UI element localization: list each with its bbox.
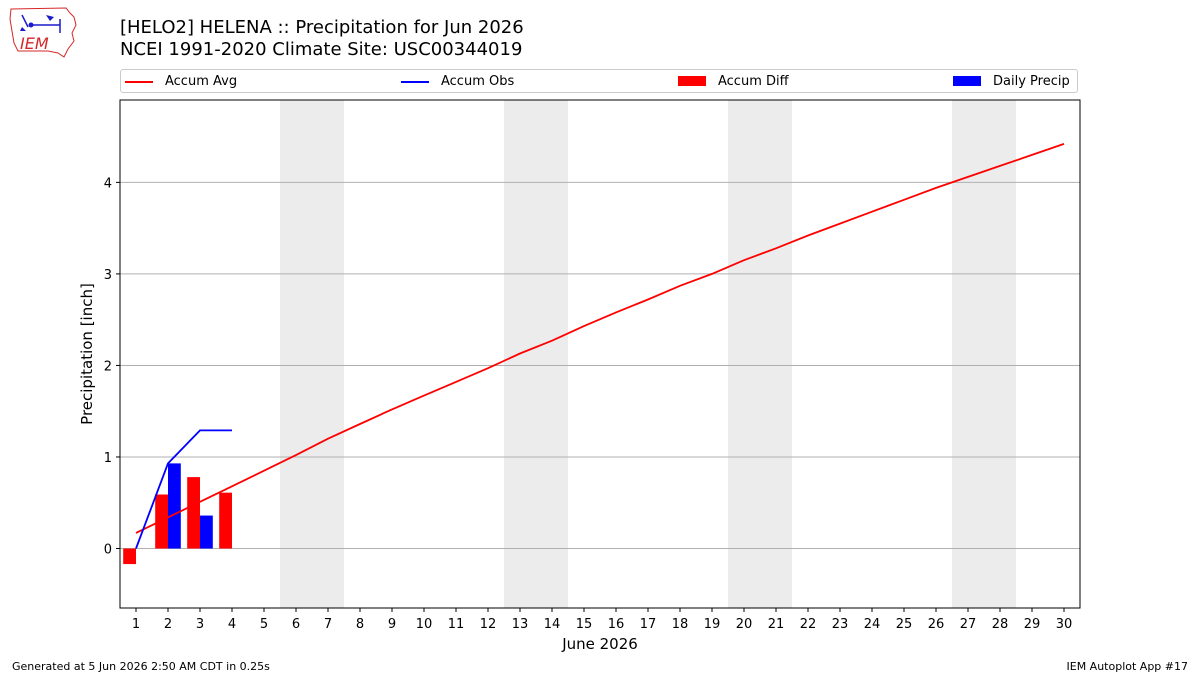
- legend-swatch-accum-diff: [678, 76, 706, 86]
- accum-diff-bar: [219, 492, 232, 549]
- app-credit: IEM Autoplot App #17: [1066, 660, 1189, 673]
- y-tick-label: 1: [104, 451, 112, 466]
- x-tick-label: 26: [928, 617, 945, 632]
- x-tick-label: 5: [260, 617, 268, 632]
- x-tick-label: 11: [448, 617, 465, 632]
- y-tick-label: 0: [104, 543, 112, 558]
- chart-title: [HELO2] HELENA :: Precipitation for Jun …: [120, 17, 524, 38]
- weekend-shade: [952, 100, 1016, 608]
- weekend-shade: [504, 100, 568, 608]
- x-tick-label: 29: [1024, 617, 1041, 632]
- x-tick-label: 1: [132, 617, 140, 632]
- x-tick-label: 25: [896, 617, 913, 632]
- x-tick-label: 12: [480, 617, 497, 632]
- accum-avg-line: [135, 143, 1065, 534]
- iem-logo: IEM: [8, 5, 80, 59]
- x-tick-label: 22: [800, 617, 817, 632]
- accum-diff-bar: [123, 548, 136, 565]
- x-tick-label: 17: [640, 617, 657, 632]
- legend-label: Daily Precip: [993, 74, 1070, 89]
- x-tick-label: 10: [416, 617, 433, 632]
- iem-logo-graphic: IEM: [9, 7, 77, 58]
- accum-diff-bar: [187, 477, 200, 549]
- x-tick-label: 7: [324, 617, 332, 632]
- x-tick-label: 27: [960, 617, 977, 632]
- x-tick-label: 4: [228, 617, 236, 632]
- x-tick-label: 9: [388, 617, 396, 632]
- x-tick-label: 15: [576, 617, 593, 632]
- x-tick-label: 23: [832, 617, 849, 632]
- daily-precip-bar: [200, 515, 213, 549]
- chart-subtitle: NCEI 1991-2020 Climate Site: USC00344019: [120, 39, 523, 60]
- x-tick-label: 24: [864, 617, 881, 632]
- x-tick-label: 21: [768, 617, 785, 632]
- x-tick-label: 16: [608, 617, 625, 632]
- x-tick-label: 18: [672, 617, 689, 632]
- x-tick-label: 19: [704, 617, 721, 632]
- chart-legend: Accum Avg Accum Obs Accum Diff Daily Pre…: [120, 69, 1078, 93]
- weekend-shade: [728, 100, 792, 608]
- x-tick-label: 6: [292, 617, 300, 632]
- legend-swatch-accum-obs: [401, 81, 429, 83]
- x-tick-label: 20: [736, 617, 753, 632]
- logo-text: IEM: [20, 34, 49, 53]
- x-tick-label: 2: [164, 617, 172, 632]
- plot-frame: [119, 99, 1081, 609]
- legend-label: Accum Diff: [718, 74, 789, 89]
- legend-swatch-accum-avg: [125, 81, 153, 83]
- daily-precip-bar: [168, 463, 181, 549]
- x-tick-label: 30: [1056, 617, 1073, 632]
- y-axis-label: Precipitation [inch]: [78, 283, 96, 425]
- y-tick-label: 2: [104, 359, 112, 374]
- legend-label: Accum Obs: [441, 74, 515, 89]
- y-tick-label: 3: [104, 268, 112, 283]
- x-tick-label: 14: [544, 617, 561, 632]
- x-tick-label: 28: [992, 617, 1009, 632]
- weekend-shade: [280, 100, 344, 608]
- accum-diff-bar: [155, 494, 168, 549]
- legend-label: Accum Avg: [165, 74, 238, 89]
- y-tick-label: 4: [104, 176, 112, 191]
- accum-obs-line: [135, 429, 232, 549]
- legend-swatch-daily-precip: [953, 76, 981, 86]
- x-tick-label: 8: [356, 617, 364, 632]
- x-tick-label: 13: [512, 617, 529, 632]
- x-tick-label: 3: [196, 617, 204, 632]
- x-axis-label: June 2026: [561, 635, 638, 653]
- generated-timestamp: Generated at 5 Jun 2026 2:50 AM CDT in 0…: [12, 660, 270, 673]
